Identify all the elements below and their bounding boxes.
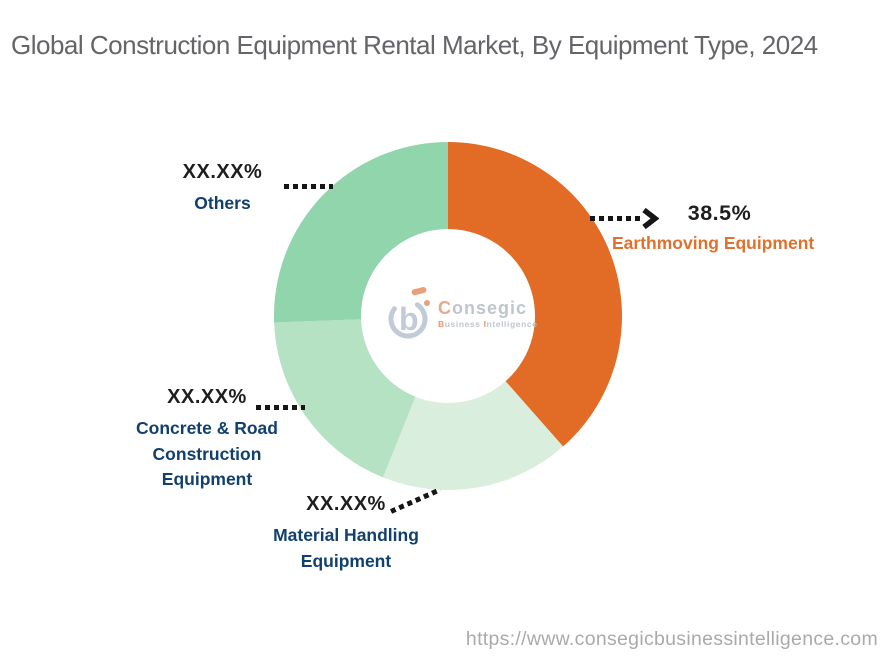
material-handling-label: Material Handling Equipment [273, 525, 419, 571]
concrete-road-leader-line [256, 405, 305, 410]
chart-title: Global Construction Equipment Rental Mar… [11, 30, 818, 60]
others-leader-line [284, 184, 333, 189]
callout-earthmoving: 38.5% Earthmoving Equipment [612, 201, 827, 257]
donut-segment-material-handling-equipment[interactable] [382, 381, 564, 490]
callout-others: XX.XX% Others [140, 161, 305, 217]
earthmoving-leader-line [590, 216, 640, 221]
material-handling-value: XX.XX% [306, 493, 386, 515]
donut-segment-earthmoving-equipment[interactable] [448, 142, 622, 447]
donut-segment-concrete-road-construction-equipment[interactable] [274, 319, 416, 478]
source-url: https://www.consegicbusinessintelligence… [465, 628, 878, 650]
earthmoving-value: 38.5% [687, 201, 752, 225]
consegic-logo-icon: b [388, 287, 430, 339]
consegic-logo-text: Consegic Business Intelligence [438, 299, 538, 329]
logo-brand-name: Consegic [438, 298, 528, 319]
concrete-road-label: Concrete & Road Construction Equipment [136, 418, 278, 489]
others-value: XX.XX% [182, 161, 263, 183]
logo-tagline: Business Intelligence [438, 319, 538, 330]
others-label: Others [194, 193, 251, 213]
callout-material-handling: XX.XX% Material Handling Equipment [255, 493, 437, 574]
consegic-watermark: b Consegic Business Intelligence [388, 283, 538, 345]
svg-text:b: b [399, 301, 419, 337]
concrete-road-value: XX.XX% [167, 386, 247, 408]
earthmoving-label: Earthmoving Equipment [612, 233, 815, 253]
earthmoving-arrowhead-icon [642, 207, 659, 230]
donut-segment-others[interactable] [274, 142, 448, 323]
callout-concrete-road: XX.XX% Concrete & Road Construction Equi… [116, 386, 298, 493]
